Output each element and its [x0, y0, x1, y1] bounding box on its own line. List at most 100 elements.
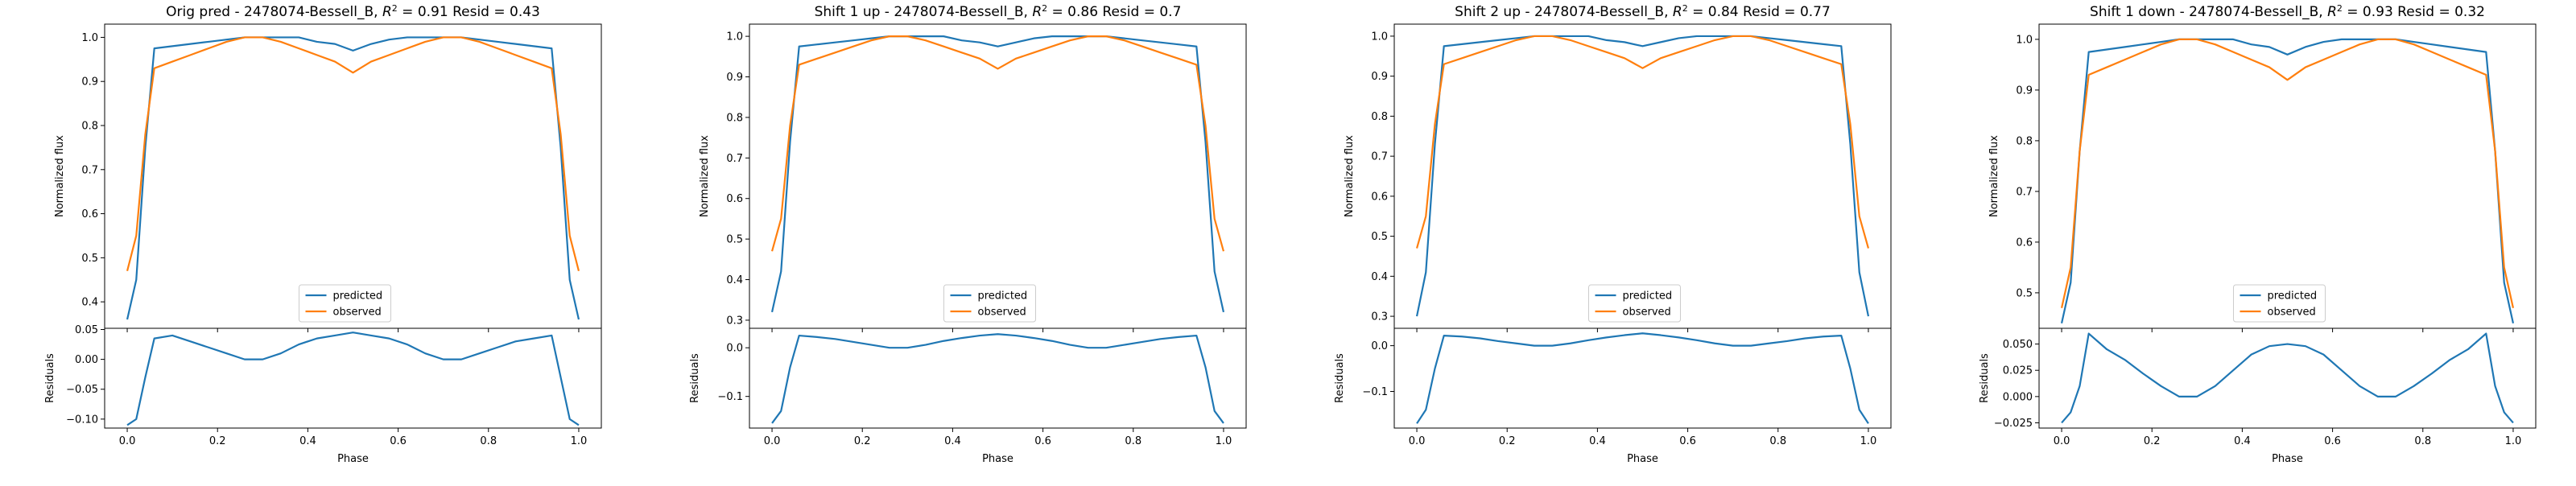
panel-4: Shift 1 down - 2478074-Bessell_B, R2 = 0…	[1979, 3, 2537, 465]
series-observed	[126, 36, 580, 272]
y-tick-label: 0.4	[81, 297, 98, 309]
y-tick-label: 0.5	[81, 253, 98, 265]
y-axis-label: Normalized flux	[1344, 135, 1356, 217]
legend: predicted observed	[1588, 284, 1681, 323]
flux-axes: 0.3 0.4 0.5 0.6 0.7 0.8 0.9 1.0 Normalized flux p…	[699, 23, 1247, 332]
y-tick-label: 0.8	[726, 112, 743, 124]
title-text: Orig pred - 2478074-Bessell_B,	[166, 4, 382, 20]
residual-frame	[104, 327, 602, 429]
y-tick-label: 0.7	[726, 153, 743, 165]
residual-series	[126, 332, 580, 426]
residual-axes: −0.025 0.000 0.025 0.050 0.0 0.2 0.4 0.6 0.8 1.0 R…	[1979, 327, 2537, 465]
series-observed	[2060, 38, 2515, 309]
legend: predicted observed	[2233, 284, 2326, 323]
y-tick-label: 0.0	[1371, 340, 1388, 352]
x-tick-label: 1.0	[1860, 435, 1877, 447]
legend-entry: predicted	[1623, 290, 1673, 303]
residual-axis-label: Residuals	[1979, 353, 1991, 403]
y-tick-label: 1.0	[726, 31, 743, 43]
title-rest: = 0.91 Resid = 0.43	[398, 4, 540, 20]
chart-title: Orig pred - 2478074-Bessell_B, R2 = 0.91…	[166, 3, 540, 20]
title-sup: 2	[2337, 3, 2343, 14]
x-tick-label: 0.2	[2144, 435, 2161, 447]
y-tick-label: 0.000	[2003, 391, 2033, 403]
title-text: Shift 2 up - 2478074-Bessell_B,	[1455, 4, 1673, 20]
y-tick-label: 0.8	[2016, 135, 2033, 147]
flux-frame	[1393, 23, 1892, 329]
series-predicted	[2060, 38, 2515, 323]
x-tick-label: 0.0	[119, 435, 136, 447]
residual-axes: −0.1 0.0 0.0 0.2 0.4 0.6 0.8 1.0 Residuals Phase	[689, 327, 1247, 465]
y-tick-label: 0.5	[2016, 287, 2033, 299]
legend-entry: observed	[333, 307, 382, 319]
y-tick-label: 1.0	[81, 32, 98, 44]
legend-entry: observed	[978, 307, 1026, 319]
legend-box	[1588, 284, 1681, 323]
legend-entry: predicted	[333, 290, 383, 303]
flux-axes: 0.5 0.6 0.7 0.8 0.9 1.0 Normalized flux predict…	[1988, 23, 2537, 332]
series-predicted	[1415, 35, 1870, 317]
residual-series	[2061, 332, 2514, 424]
x-tick-label: 1.0	[571, 435, 588, 447]
y-tick-label: 0.5	[726, 234, 743, 246]
chart-title: Shift 2 up - 2478074-Bessell_B, R2 = 0.8…	[1455, 3, 1831, 20]
flux-frame	[2038, 23, 2537, 329]
y-tick-label: 0.4	[1371, 271, 1388, 283]
x-axis-label: Phase	[337, 453, 369, 465]
y-tick-label: 0.7	[81, 164, 98, 176]
y-tick-label: 0.6	[726, 193, 743, 205]
x-tick-label: 1.0	[2505, 435, 2522, 447]
x-axis-label: Phase	[1627, 453, 1658, 465]
y-tick-label: −0.1	[717, 391, 743, 403]
x-tick-label: 0.6	[2324, 435, 2341, 447]
x-tick-label: 0.0	[1409, 435, 1426, 447]
title-sup: 2	[1042, 3, 1047, 14]
y-tick-label: 0.00	[75, 354, 98, 366]
flux-axes: 0.3 0.4 0.5 0.6 0.7 0.8 0.9 1.0 Normalized flux p…	[1344, 23, 1892, 332]
y-tick-label: 0.025	[2003, 365, 2033, 377]
residual-axes: −0.1 0.0 0.0 0.2 0.4 0.6 0.8 1.0 Residuals Phase	[1334, 327, 1892, 465]
residual-series	[1416, 332, 1869, 424]
y-tick-label: 0.6	[81, 208, 98, 220]
title-r2: R	[2327, 4, 2337, 20]
series-observed	[1415, 35, 1870, 249]
chart-title: Shift 1 up - 2478074-Bessell_B, R2 = 0.8…	[815, 3, 1182, 20]
y-tick-label: 0.050	[2003, 339, 2033, 351]
y-axis-label: Normalized flux	[1988, 135, 2000, 217]
legend-box	[943, 284, 1036, 323]
panel-3: Shift 2 up - 2478074-Bessell_B, R2 = 0.8…	[1334, 3, 1892, 465]
y-axis-label: Normalized flux	[699, 135, 711, 217]
x-tick-label: 0.6	[1034, 435, 1051, 447]
title-rest: = 0.84 Resid = 0.77	[1688, 4, 1831, 20]
x-tick-label: 0.4	[944, 435, 961, 447]
y-tick-label: 0.0	[726, 343, 743, 355]
y-tick-label: 1.0	[1371, 31, 1388, 43]
title-r2: R	[1673, 4, 1682, 20]
y-tick-label: −0.05	[66, 384, 98, 396]
legend-entry: observed	[1623, 307, 1671, 319]
legend: predicted observed	[299, 284, 391, 323]
y-tick-label: 0.8	[81, 121, 98, 133]
residual-axis-label: Residuals	[44, 353, 56, 403]
series-predicted	[126, 36, 580, 320]
flux-frame	[749, 23, 1247, 329]
panel-1: Orig pred - 2478074-Bessell_B, R2 = 0.91…	[44, 3, 602, 465]
y-tick-label: 0.05	[75, 324, 98, 336]
flux-axes: 0.4 0.5 0.6 0.7 0.8 0.9 1.0 Normalized flux pred…	[54, 23, 602, 332]
y-tick-label: 0.3	[1371, 311, 1388, 323]
panel-2: Shift 1 up - 2478074-Bessell_B, R2 = 0.8…	[689, 3, 1247, 465]
y-tick-label: −0.10	[66, 414, 98, 426]
title-rest: = 0.86 Resid = 0.7	[1047, 4, 1181, 20]
legend: predicted observed	[943, 284, 1036, 323]
legend-box	[299, 284, 391, 323]
y-tick-label: 1.0	[2016, 34, 2033, 46]
x-tick-label: 0.8	[1769, 435, 1786, 447]
y-tick-label: 0.5	[1371, 231, 1388, 243]
x-tick-label: 0.2	[1499, 435, 1516, 447]
y-tick-label: 0.7	[2016, 186, 2033, 198]
x-tick-label: 0.8	[480, 435, 497, 447]
legend-entry: predicted	[2268, 290, 2318, 303]
legend-box	[2233, 284, 2326, 323]
